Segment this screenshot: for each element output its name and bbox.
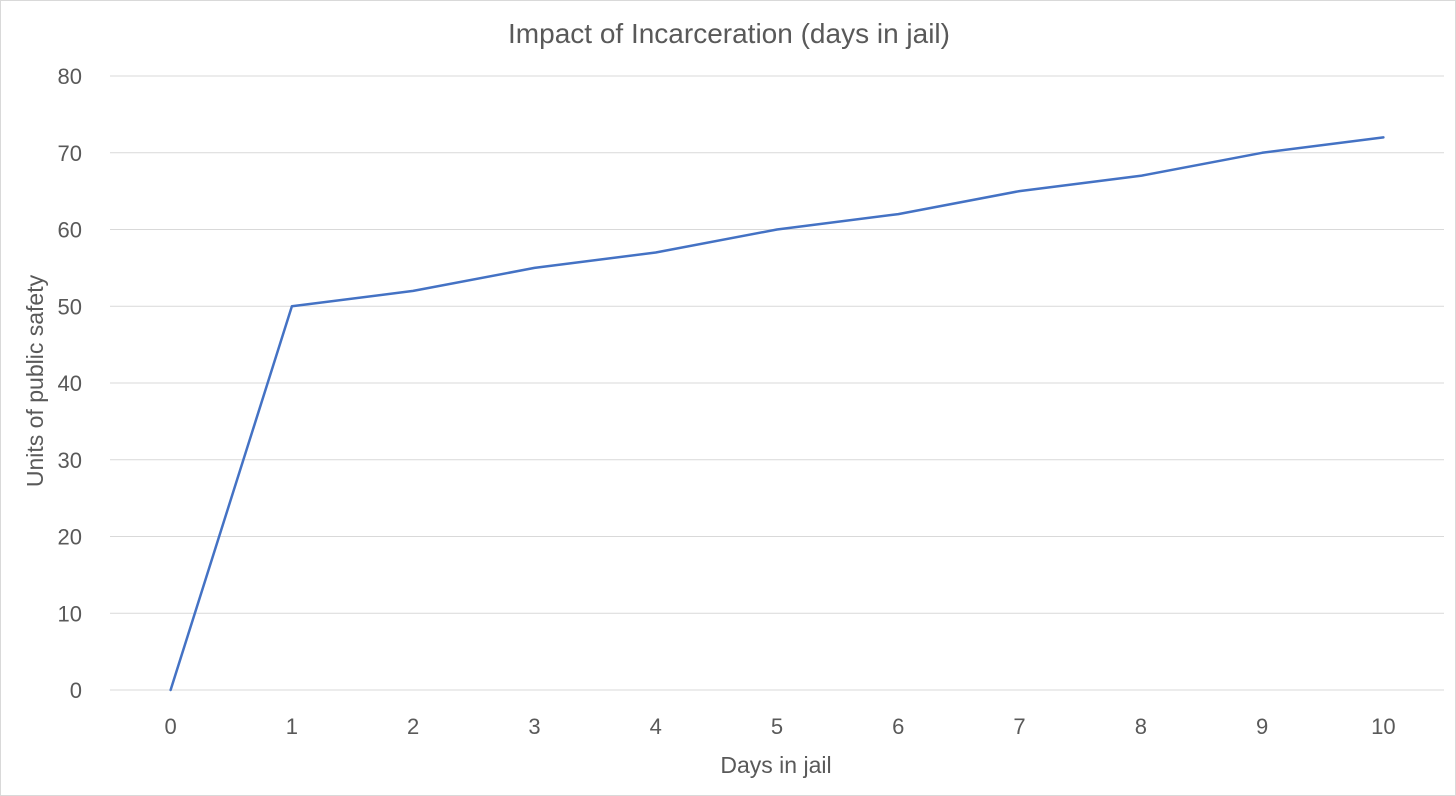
series-layer <box>169 136 1385 692</box>
y-tick-label: 20 <box>58 525 82 550</box>
y-tick-label: 10 <box>58 601 82 626</box>
series-line-0 <box>169 136 1385 692</box>
x-tick-label: 8 <box>1135 714 1147 739</box>
y-tick-label: 40 <box>58 371 82 396</box>
y-axis-title: Units of public safety <box>22 274 48 487</box>
x-tick-label: 7 <box>1013 714 1025 739</box>
y-tick-label: 70 <box>58 141 82 166</box>
y-axis-ticks: 0 10 20 30 40 50 60 70 80 <box>58 64 82 703</box>
x-tick-label: 9 <box>1256 714 1268 739</box>
y-tick-label: 50 <box>58 294 82 319</box>
x-axis-title: Days in jail <box>720 752 831 778</box>
x-tick-label: 5 <box>771 714 783 739</box>
x-tick-label: 10 <box>1371 714 1395 739</box>
x-tick-label: 1 <box>286 714 298 739</box>
x-tick-label: 4 <box>650 714 662 739</box>
y-tick-label: 30 <box>58 448 82 473</box>
y-tick-label: 80 <box>58 64 82 89</box>
x-tick-label: 0 <box>165 714 177 739</box>
x-tick-label: 3 <box>528 714 540 739</box>
chart-title: Impact of Incarceration (days in jail) <box>508 18 950 49</box>
y-tick-label: 0 <box>70 678 82 703</box>
gridlines <box>110 75 1444 691</box>
x-axis-ticks: 0 1 2 3 4 5 6 7 8 9 10 <box>165 714 1396 739</box>
x-tick-label: 6 <box>892 714 904 739</box>
y-tick-label: 60 <box>58 218 82 243</box>
x-tick-label: 2 <box>407 714 419 739</box>
